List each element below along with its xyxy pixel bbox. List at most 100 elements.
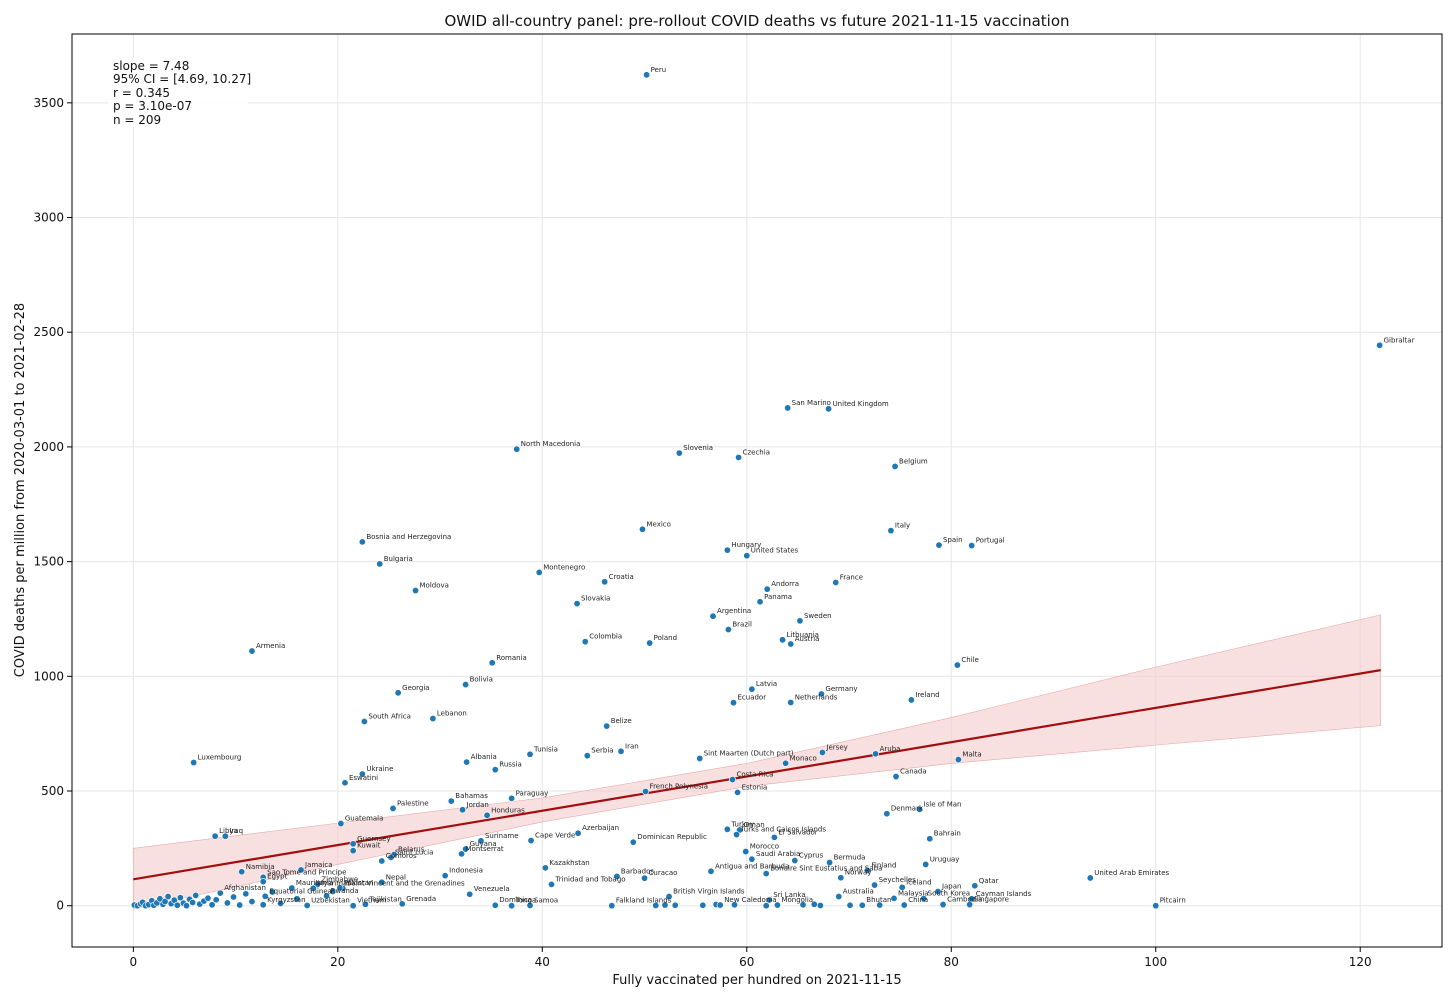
data-point-label: Venezuela	[474, 885, 510, 893]
data-point-label: Qatar	[979, 877, 999, 885]
data-point	[709, 612, 717, 620]
data-point	[458, 850, 466, 858]
data-point	[763, 585, 771, 593]
data-point-label: Montenegro	[543, 563, 585, 571]
data-point	[890, 894, 898, 902]
data-point-label: Samoa	[534, 896, 558, 904]
data-point	[816, 901, 824, 909]
data-point-label: Ukraine	[366, 765, 393, 773]
data-point	[208, 901, 216, 909]
x-tick-label: 20	[330, 955, 345, 969]
data-point	[734, 788, 742, 796]
data-point-label: Montserrat	[466, 845, 504, 853]
data-point	[463, 758, 471, 766]
data-point	[242, 890, 250, 898]
data-point	[748, 685, 756, 693]
data-point	[526, 750, 534, 758]
grid-lines	[72, 34, 1442, 947]
data-point	[779, 636, 787, 644]
data-point	[954, 756, 962, 764]
data-point	[724, 626, 732, 634]
data-point-label: Guyana	[470, 840, 497, 848]
data-point-label: Equatorial Guinea	[269, 887, 332, 895]
data-point	[341, 779, 349, 787]
data-point	[762, 902, 770, 910]
data-point-label: Mexico	[646, 520, 670, 528]
data-point-label: Bolivia	[470, 676, 493, 684]
data-point-label: Austria	[795, 635, 820, 643]
data-point	[349, 902, 357, 910]
data-point	[170, 896, 178, 904]
data-point	[733, 831, 741, 839]
data-point	[1152, 902, 1160, 910]
data-point	[642, 787, 650, 795]
data-point-label: Argentina	[717, 607, 751, 615]
data-point-label: Indonesia	[449, 867, 483, 875]
data-point-label: Curacao	[649, 869, 678, 877]
data-point-label: Dominica	[499, 896, 532, 904]
data-point-label: Slovenia	[683, 444, 713, 452]
data-point	[329, 887, 337, 895]
data-point-label: Falkland Islands	[616, 897, 672, 905]
confidence-band-layer	[133, 614, 1381, 910]
data-point	[376, 560, 384, 568]
data-point-label: Barbados	[621, 867, 654, 875]
data-point	[601, 578, 609, 586]
data-point	[192, 891, 200, 899]
data-point-label: Bahrain	[934, 830, 961, 838]
data-point	[288, 884, 296, 892]
data-point	[573, 600, 581, 608]
data-point	[900, 901, 908, 909]
data-point-label: Aruba	[880, 745, 901, 753]
data-point	[835, 893, 843, 901]
data-point-label: Iran	[625, 742, 639, 750]
y-tick-label: 2500	[33, 325, 64, 339]
data-point-label: El Salvador	[778, 828, 817, 836]
data-point	[646, 639, 654, 647]
data-point-label: Comoros	[386, 852, 417, 860]
data-point	[661, 901, 669, 909]
data-point-label: Bhutan	[866, 896, 891, 904]
data-point-label: Myanmar	[317, 879, 350, 887]
data-point-label: Kyrgyzstan	[267, 896, 305, 904]
data-point-label: Libya	[219, 827, 238, 835]
regression-line	[133, 669, 1381, 881]
data-point	[508, 902, 516, 910]
data-point	[535, 568, 543, 576]
data-point-label: Colombia	[589, 633, 622, 641]
data-point-label: Malaysia	[898, 889, 929, 897]
data-point-label: Brazil	[732, 621, 752, 629]
data-point-label: Namibia	[246, 863, 275, 871]
data-point	[863, 866, 871, 874]
data-point	[190, 759, 198, 767]
data-point	[787, 640, 795, 648]
x-axis-ticks: 0 20 40 60 80 100 120	[130, 947, 1372, 969]
data-point	[261, 892, 269, 900]
data-point-label: Vietnam	[357, 897, 386, 905]
data-point-label: Suriname	[485, 832, 519, 840]
data-point	[389, 804, 397, 812]
data-point	[277, 899, 285, 907]
data-point-label: Pitcairn	[1160, 897, 1186, 905]
data-point	[770, 833, 778, 841]
stat-correlation: r = 0.345	[113, 86, 170, 100]
data-point	[466, 890, 474, 898]
data-point-label: Sweden	[804, 612, 832, 620]
data-point-label: Nepal	[386, 873, 406, 881]
data-point	[303, 901, 311, 909]
data-point	[378, 878, 386, 886]
data-point-label: Hungary	[731, 541, 761, 549]
data-point-label: Kazakhstan	[549, 859, 589, 867]
point-labels-layer: Peru Gibraltar San Marino United Kingdom Nor…	[198, 66, 1415, 905]
confidence-band	[133, 614, 1381, 910]
data-point	[412, 587, 420, 595]
data-point-label: Cambodia	[947, 896, 982, 904]
data-point	[883, 810, 891, 818]
stat-confidence-interval: 95% CI = [4.69, 10.27]	[113, 72, 251, 86]
data-point	[796, 617, 804, 625]
data-point-label: Oman	[744, 821, 765, 829]
data-point-label: Canada	[900, 768, 927, 776]
data-point	[799, 901, 807, 909]
data-point	[583, 752, 591, 760]
